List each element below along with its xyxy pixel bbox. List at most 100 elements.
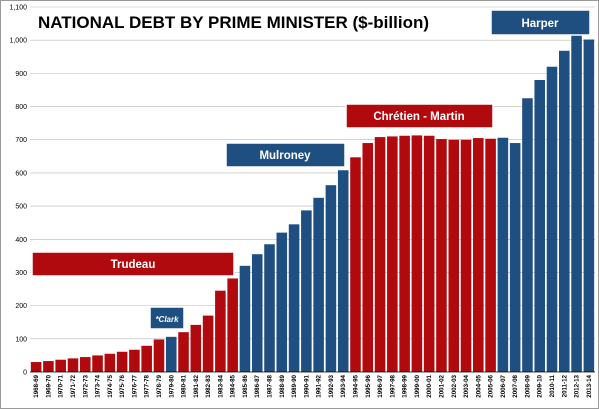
- bars: [30, 35, 595, 373]
- y-tick-label: 900: [15, 71, 27, 78]
- bar-1974-75: [104, 353, 116, 372]
- bar-2008-09: [522, 98, 533, 372]
- bar-1991-92: [313, 197, 324, 372]
- x-tick-label: 1971-72: [70, 374, 77, 397]
- x-tick-label: 1995-96: [365, 374, 372, 397]
- y-tick-label: 1,000: [9, 38, 27, 45]
- bar-2005-06: [485, 138, 496, 372]
- x-tick-label: 1997-98: [389, 374, 396, 397]
- bar-1993-94: [337, 170, 349, 372]
- x-tick-label: 1979-80: [168, 374, 175, 397]
- bar-2002-03: [448, 139, 460, 372]
- x-tick-label: 1972-73: [82, 374, 89, 397]
- bar-2003-04: [460, 139, 472, 372]
- x-tick-label: 2003-04: [463, 374, 470, 397]
- x-tick-label: 2008-09: [524, 374, 531, 397]
- x-tick-label: 1973-74: [95, 374, 102, 397]
- label-clark: *Clark: [149, 306, 185, 330]
- x-tick-label: 1999-00: [414, 374, 421, 397]
- bar-2007-08: [509, 143, 521, 372]
- y-axis-ticks: 0 100 200 300 400 500 600 700 800 900 1,000 1,100: [9, 5, 27, 377]
- x-tick-label: 1988-89: [279, 374, 286, 397]
- bar-1983-84: [215, 290, 226, 372]
- x-tick-label: 1970-71: [58, 374, 65, 397]
- bar-1969-70: [43, 361, 54, 372]
- bar-1979-80: [165, 336, 177, 372]
- x-tick-label: 1968-69: [33, 374, 40, 397]
- x-tick-label: 2010-11: [549, 374, 556, 397]
- y-tick-label: 800: [15, 104, 27, 111]
- bar-1985-86: [239, 265, 251, 372]
- y-tick-label: 100: [15, 336, 27, 343]
- bar-1972-73: [79, 357, 91, 372]
- x-tick-label: 1989-90: [291, 374, 298, 397]
- x-tick-label: 1985-86: [242, 374, 249, 397]
- bar-1988-89: [276, 232, 288, 372]
- x-tick-label: 2005-06: [488, 374, 495, 397]
- x-tick-label: 1987-88: [267, 374, 274, 397]
- x-tick-label: 1990-91: [303, 374, 310, 397]
- bar-1976-77: [129, 349, 140, 372]
- x-tick-label: 2004-05: [475, 374, 482, 397]
- x-tick-label: 2009-10: [537, 374, 544, 397]
- bar-1981-82: [190, 324, 202, 372]
- y-tick-label: 600: [15, 170, 27, 177]
- y-tick-label: 200: [15, 303, 27, 310]
- label-harper-text: Harper: [521, 18, 559, 30]
- bar-2009-10: [534, 80, 546, 372]
- x-tick-label: 1978-79: [156, 374, 163, 397]
- x-tick-label: 1975-76: [119, 374, 126, 397]
- x-tick-label: 1986-87: [254, 374, 261, 397]
- y-tick-label: 300: [15, 270, 27, 277]
- x-tick-label: 1969-70: [45, 374, 52, 397]
- bar-1995-96: [362, 143, 374, 372]
- bar-2012-13: [571, 35, 582, 372]
- x-tick-label: 1998-99: [402, 374, 409, 397]
- label-mulroney-text: Mulroney: [259, 150, 311, 162]
- x-tick-label: 2006-07: [500, 374, 507, 397]
- bar-1994-95: [350, 157, 361, 372]
- x-tick-label: 2011-12: [561, 374, 568, 397]
- bar-1986-87: [251, 254, 263, 372]
- label-chretien: Chrétien - Martin: [345, 103, 494, 129]
- bar-2001-02: [436, 139, 447, 372]
- bar-1971-72: [67, 358, 79, 372]
- x-tick-label: 1984-85: [230, 374, 237, 397]
- x-tick-label: 1996-97: [377, 374, 384, 397]
- x-tick-label: 1983-84: [217, 374, 224, 397]
- bar-1984-85: [227, 278, 238, 372]
- x-tick-label: 1993-94: [340, 374, 347, 397]
- bar-1987-88: [264, 244, 275, 372]
- y-tick-label: 700: [15, 137, 27, 144]
- bar-1997-98: [387, 136, 398, 372]
- bar-1980-81: [178, 332, 189, 372]
- label-clark-text: *Clark: [155, 315, 179, 324]
- y-tick-label: 500: [15, 204, 27, 211]
- bar-1998-99: [399, 135, 410, 372]
- y-tick-label: 0: [23, 370, 27, 377]
- bar-2011-12: [559, 50, 570, 373]
- x-tick-label: 2012-13: [574, 374, 581, 397]
- x-tick-label: 1992-93: [328, 374, 335, 397]
- x-tick-label: 1976-77: [131, 374, 138, 397]
- bar-1975-76: [116, 351, 128, 372]
- bar-2004-05: [473, 138, 484, 372]
- x-tick-label: 1981-82: [193, 374, 200, 397]
- x-tick-label: 1974-75: [107, 374, 114, 397]
- label-trudeau-text: Trudeau: [111, 259, 156, 271]
- bar-2010-11: [546, 66, 558, 372]
- bar-1970-71: [55, 359, 66, 372]
- bar-1977-78: [141, 345, 152, 372]
- x-tick-label: 2013-14: [586, 374, 593, 397]
- x-tick-label: 2007-08: [512, 374, 519, 397]
- label-trudeau: Trudeau: [31, 251, 235, 277]
- bar-2013-14: [583, 39, 595, 373]
- x-tick-label: 1977-78: [144, 374, 151, 397]
- bar-1999-00: [411, 135, 423, 372]
- x-tick-label: 1991-92: [316, 374, 323, 397]
- bar-1982-83: [202, 315, 214, 372]
- bar-1989-90: [288, 224, 300, 372]
- bar-2000-01: [423, 135, 435, 372]
- bar-1978-79: [153, 339, 165, 372]
- bar-1968-69: [30, 362, 42, 372]
